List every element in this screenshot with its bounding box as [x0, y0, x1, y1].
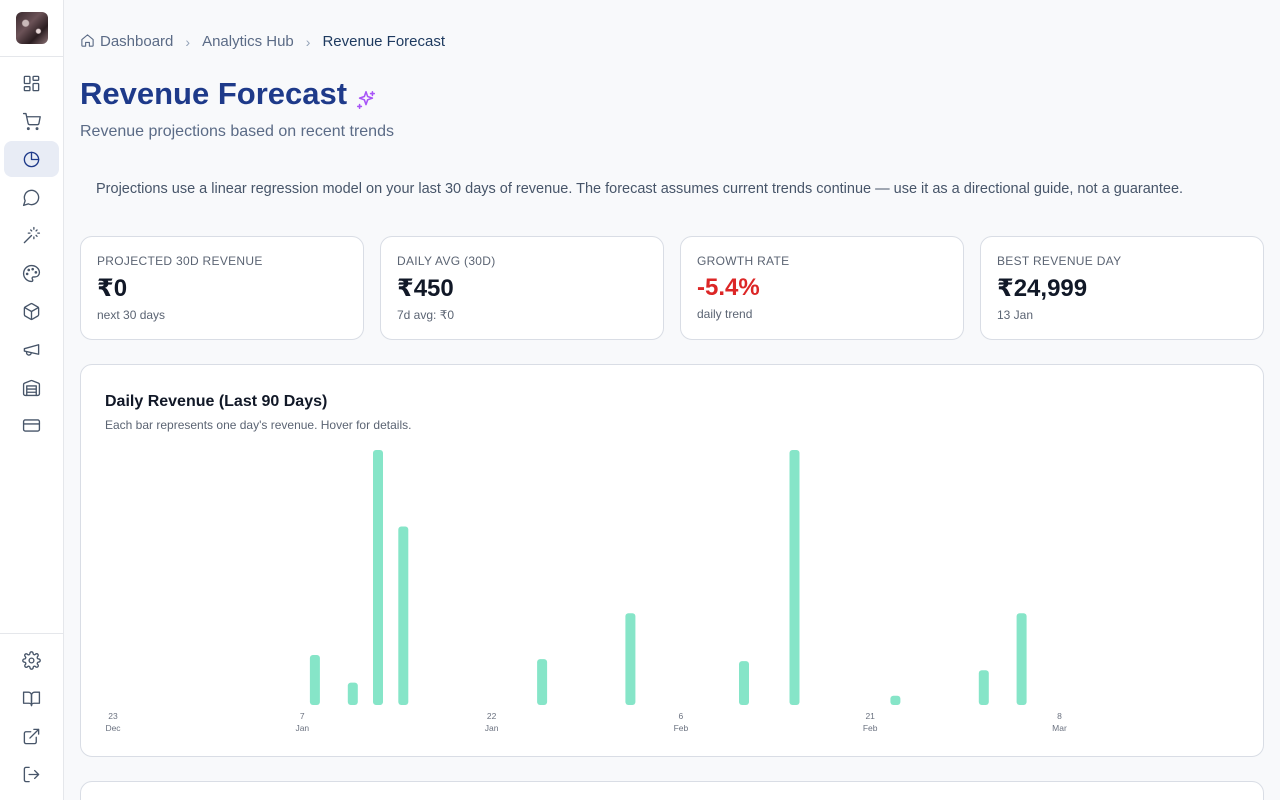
sidebar-item-analytics[interactable] — [4, 141, 59, 177]
stat-card-daily-avg: DAILY AVG (30D) ₹450 7d avg: ₹0 — [380, 236, 664, 340]
stat-card-best-day: BEST REVENUE DAY ₹24,999 13 Jan — [980, 236, 1264, 340]
stat-sub: 7d avg: ₹0 — [397, 308, 455, 322]
chart-description: Each bar represents one day's revenue. H… — [105, 418, 412, 432]
sidebar-item-orders[interactable] — [4, 103, 59, 139]
stat-value: ₹24,999 — [997, 275, 1088, 302]
daily-revenue-chart: 23 Dec 7 Jan 22 Jan 6 Feb 21 Feb 8 Mar — [105, 450, 1067, 733]
revenue-bar[interactable] — [739, 661, 749, 705]
x-tick-day: 21 — [865, 711, 875, 721]
sidebar-item-logout[interactable] — [4, 756, 59, 792]
box-icon — [23, 302, 40, 320]
page-title-row: Revenue Forecast — [80, 76, 377, 112]
stat-sub: 13 Jan — [997, 308, 1034, 322]
breadcrumb-label: Dashboard — [100, 33, 174, 50]
magic-wand-icon — [23, 226, 41, 243]
chevron-right-icon: › — [305, 33, 311, 50]
megaphone-icon — [23, 343, 40, 356]
x-tick-day: 7 — [300, 711, 305, 721]
x-tick-month: Jan — [485, 723, 499, 733]
sidebar-item-docs[interactable] — [4, 680, 59, 716]
stat-label: BEST REVENUE DAY — [997, 254, 1122, 268]
sidebar-item-settings[interactable] — [4, 642, 59, 678]
revenue-bar[interactable] — [537, 659, 548, 705]
home-icon — [80, 33, 100, 50]
cart-icon — [22, 112, 41, 130]
revenue-bar[interactable] — [1016, 613, 1027, 705]
forecast-panel — [80, 781, 1264, 800]
revenue-bar[interactable] — [373, 450, 383, 705]
sidebar-item-inventory[interactable] — [4, 369, 59, 405]
pie-chart-icon — [23, 151, 40, 167]
sidebar-divider — [0, 633, 63, 634]
sidebar-item-visit-store[interactable] — [4, 718, 59, 754]
breadcrumb-dashboard[interactable]: Dashboard — [80, 33, 173, 50]
external-link-icon — [23, 728, 40, 744]
sidebar-item-ai-tools[interactable] — [4, 217, 59, 253]
page-subtitle: Revenue projections based on recent tren… — [80, 123, 394, 140]
sidebar — [0, 0, 64, 800]
stat-label: GROWTH RATE — [697, 254, 790, 268]
book-icon — [22, 690, 41, 706]
stat-sub: next 30 days — [97, 308, 166, 322]
x-tick-day: 8 — [1057, 711, 1062, 721]
x-tick-month: Dec — [105, 723, 121, 733]
revenue-bar[interactable] — [398, 526, 409, 706]
revenue-bar[interactable] — [789, 450, 800, 705]
sidebar-item-billing[interactable] — [4, 407, 59, 443]
dashboard-icon — [23, 75, 40, 91]
palette-icon — [22, 264, 41, 282]
sidebar-item-marketing[interactable] — [4, 331, 59, 367]
x-tick-day: 6 — [679, 711, 684, 721]
breadcrumb: Dashboard › Analytics Hub › Revenue Fore… — [80, 33, 445, 50]
page-title: Revenue Forecast — [80, 76, 348, 111]
x-tick-day: 23 — [108, 711, 118, 721]
x-tick-month: Mar — [1052, 723, 1067, 733]
sparkle-icon — [355, 83, 377, 110]
gear-icon — [22, 650, 41, 670]
stat-value: ₹0 — [97, 275, 128, 302]
x-tick-month: Feb — [674, 723, 689, 733]
revenue-bar[interactable] — [978, 670, 989, 705]
breadcrumb-analytics-hub[interactable]: Analytics Hub — [202, 33, 294, 50]
x-tick-day: 22 — [487, 711, 497, 721]
stat-cards: PROJECTED 30D REVENUE ₹0 next 30 days DA… — [80, 236, 1264, 340]
sidebar-item-messages[interactable] — [4, 179, 59, 215]
revenue-bar[interactable] — [625, 613, 636, 705]
chart-title: Daily Revenue (Last 90 Days) — [105, 393, 328, 410]
x-tick-month: Jan — [295, 723, 309, 733]
stat-card-projected: PROJECTED 30D REVENUE ₹0 next 30 days — [80, 236, 364, 340]
daily-revenue-chart-panel: Daily Revenue (Last 90 Days) Each bar re… — [80, 364, 1264, 757]
revenue-bar[interactable] — [309, 655, 320, 705]
sidebar-item-dashboard[interactable] — [4, 65, 59, 101]
warehouse-icon — [22, 379, 41, 396]
revenue-bar[interactable] — [890, 695, 901, 705]
stat-label: DAILY AVG (30D) — [397, 254, 496, 268]
chevron-right-icon: › — [185, 33, 191, 50]
revenue-bar[interactable] — [347, 682, 358, 705]
sidebar-item-products[interactable] — [4, 293, 59, 329]
breadcrumb-current: Revenue Forecast — [322, 33, 446, 50]
stat-value: -5.4% — [697, 274, 760, 301]
stat-sub: daily trend — [697, 307, 753, 321]
x-tick-month: Feb — [863, 723, 878, 733]
app-logo[interactable] — [16, 12, 48, 44]
forecast-notice: Projections use a linear regression mode… — [96, 181, 1184, 197]
credit-card-icon — [22, 418, 41, 432]
sidebar-divider — [0, 56, 63, 57]
sidebar-item-themes[interactable] — [4, 255, 59, 291]
stat-value: ₹450 — [397, 275, 454, 302]
logout-icon — [23, 766, 40, 782]
chat-icon — [22, 189, 40, 206]
stat-card-growth-rate: GROWTH RATE -5.4% daily trend — [680, 236, 964, 340]
stat-label: PROJECTED 30D REVENUE — [97, 254, 263, 268]
